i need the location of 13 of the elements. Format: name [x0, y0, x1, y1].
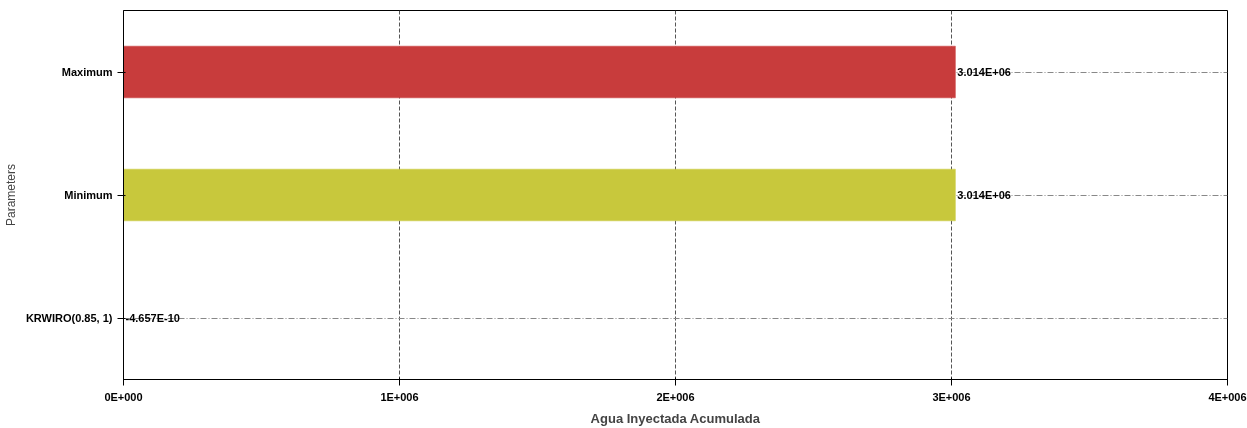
- data-label: 3.014E+06: [957, 66, 1011, 78]
- x-tick-label: 3E+006: [932, 390, 971, 403]
- x-tick-label: 0E+000: [104, 390, 143, 403]
- data-label: -4.657E-10: [125, 312, 180, 324]
- y-axis-title: Parameters: [3, 163, 18, 227]
- x-tick-label: 1E+006: [380, 390, 419, 403]
- y-tick-label: KRWIRO(0.85, 1): [25, 312, 113, 324]
- x-tick-label: 4E+006: [1208, 390, 1247, 403]
- y-tick-label: Minimum: [64, 189, 113, 201]
- x-axis-title: Agua Inyectada Acumulada: [590, 410, 761, 426]
- data-label: 3.014E+06: [957, 189, 1011, 201]
- x-tick-label: 2E+006: [656, 390, 695, 403]
- y-tick-label: Maximum: [61, 66, 113, 78]
